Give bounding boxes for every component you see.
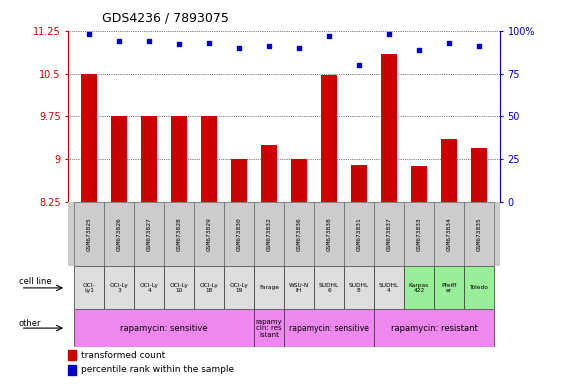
Text: GSM673827: GSM673827 [147, 217, 152, 251]
Bar [134, 202, 164, 266]
Bar [224, 202, 254, 266]
Text: SUDHL
8: SUDHL 8 [349, 283, 369, 293]
Bar [254, 202, 284, 266]
Bar [404, 202, 434, 266]
Text: OCI-
Ly1: OCI- Ly1 [83, 283, 95, 293]
Bar [164, 266, 194, 310]
Bar [74, 202, 104, 266]
Bar [434, 202, 464, 266]
Text: GSM673826: GSM673826 [116, 217, 122, 251]
Point [294, 45, 303, 51]
Bar [284, 202, 314, 266]
Bar [381, 54, 397, 202]
Bar [374, 310, 494, 347]
Bar [68, 364, 76, 375]
Point [265, 43, 274, 49]
Bar [164, 202, 194, 266]
Text: rapamycin: sensitive: rapamycin: sensitive [120, 324, 208, 333]
Bar [374, 266, 404, 310]
Point [235, 45, 244, 51]
Point [174, 41, 183, 48]
Bar [284, 266, 314, 310]
Text: GSM673832: GSM673832 [266, 217, 272, 251]
Bar [314, 266, 344, 310]
Text: rapamy
cin: res
istant: rapamy cin: res istant [256, 319, 282, 338]
Bar [464, 202, 494, 266]
Text: GSM673835: GSM673835 [477, 217, 481, 251]
Text: OCI-Ly
18: OCI-Ly 18 [199, 283, 219, 293]
Text: GSM673837: GSM673837 [386, 217, 391, 251]
Bar [141, 116, 157, 202]
Bar [471, 148, 487, 202]
Bar [74, 310, 254, 347]
Bar [314, 202, 344, 266]
Bar [231, 159, 247, 202]
Text: GSM673825: GSM673825 [87, 217, 91, 251]
Bar [104, 266, 134, 310]
Bar [194, 266, 224, 310]
Bar [134, 266, 164, 310]
Bar [284, 310, 374, 347]
Text: cell line: cell line [19, 277, 51, 286]
Bar [74, 266, 104, 310]
Bar [374, 202, 404, 266]
Text: transformed count: transformed count [81, 351, 165, 359]
Text: GSM673834: GSM673834 [446, 217, 452, 251]
Bar [321, 75, 337, 202]
Text: Pfeiff
er: Pfeiff er [441, 283, 457, 293]
Point [204, 40, 214, 46]
Text: GSM673836: GSM673836 [296, 217, 302, 251]
Bar [464, 266, 494, 310]
Bar [344, 266, 374, 310]
Point [115, 38, 124, 44]
Text: SUDHL
6: SUDHL 6 [319, 283, 339, 293]
Bar [291, 159, 307, 202]
Bar [350, 165, 367, 202]
Point [474, 43, 483, 49]
Bar [194, 202, 224, 266]
Bar [441, 139, 457, 202]
Bar [344, 202, 374, 266]
Point [385, 31, 394, 37]
Text: GSM673828: GSM673828 [177, 217, 182, 251]
Text: SUDHL
4: SUDHL 4 [379, 283, 399, 293]
Text: GSM673830: GSM673830 [236, 217, 241, 251]
Text: Toledo: Toledo [469, 285, 488, 290]
Bar [68, 350, 76, 360]
Bar [404, 266, 434, 310]
Bar [254, 266, 284, 310]
Bar [201, 116, 218, 202]
Text: OCI-Ly
4: OCI-Ly 4 [140, 283, 158, 293]
Bar [81, 74, 97, 202]
Bar [104, 202, 134, 266]
Text: GDS4236 / 7893075: GDS4236 / 7893075 [102, 12, 229, 25]
Bar [434, 266, 464, 310]
Point [144, 38, 153, 44]
Text: OCI-Ly
19: OCI-Ly 19 [229, 283, 248, 293]
Text: Farage: Farage [259, 285, 279, 290]
Text: GSM673831: GSM673831 [357, 217, 361, 251]
Text: Karpas
422: Karpas 422 [409, 283, 429, 293]
Text: GSM673833: GSM673833 [416, 217, 421, 251]
Bar [224, 266, 254, 310]
Bar [171, 116, 187, 202]
Text: OCI-Ly
10: OCI-Ly 10 [170, 283, 189, 293]
Point [85, 31, 94, 37]
Text: WSU-N
IH: WSU-N IH [289, 283, 309, 293]
Text: rapamycin: resistant: rapamycin: resistant [391, 324, 477, 333]
Text: OCI-Ly
3: OCI-Ly 3 [110, 283, 128, 293]
Point [324, 33, 333, 39]
Text: GSM673838: GSM673838 [327, 217, 332, 251]
Bar [111, 116, 127, 202]
Point [444, 40, 453, 46]
Bar [254, 310, 284, 347]
Text: other: other [19, 319, 41, 328]
Text: GSM673829: GSM673829 [207, 217, 211, 251]
Point [354, 62, 364, 68]
Bar [411, 166, 427, 202]
Point [414, 46, 423, 53]
Text: percentile rank within the sample: percentile rank within the sample [81, 365, 234, 374]
Bar [261, 145, 277, 202]
Text: rapamycin: sensitive: rapamycin: sensitive [289, 324, 369, 333]
